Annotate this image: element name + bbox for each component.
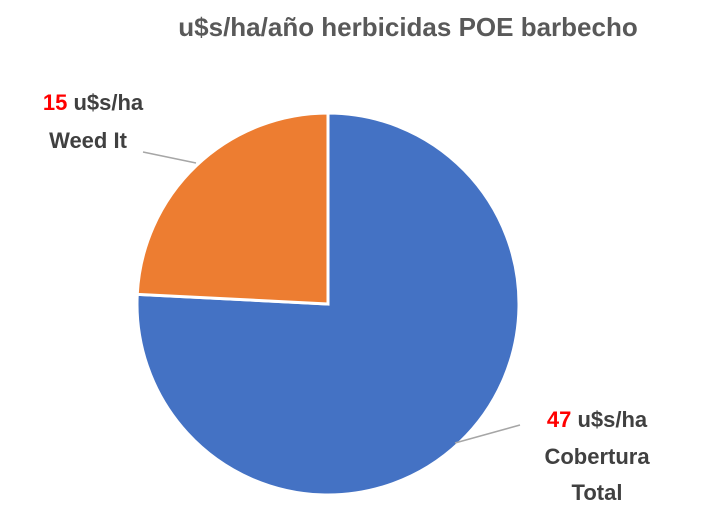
data-label: 15 u$s/ha Weed It (18, 84, 168, 160)
value-unit: u$s/ha (577, 407, 648, 432)
value-number: 47 (546, 407, 572, 432)
pie-slice (135, 111, 330, 306)
category-label: Weed It (49, 128, 127, 153)
value-unit: u$s/ha (73, 90, 144, 115)
value-line: 47 u$s/ha (522, 401, 672, 439)
leader-line (142, 151, 197, 164)
leader-line (454, 424, 521, 444)
data-label: 47 u$s/ha Cobertura Total (522, 401, 672, 511)
value-number: 15 (42, 90, 68, 115)
category-label: Cobertura Total (544, 444, 650, 505)
chart-title: u$s/ha/año herbicidas POE barbecho (178, 12, 638, 42)
value-line: 15 u$s/ha (18, 84, 168, 122)
